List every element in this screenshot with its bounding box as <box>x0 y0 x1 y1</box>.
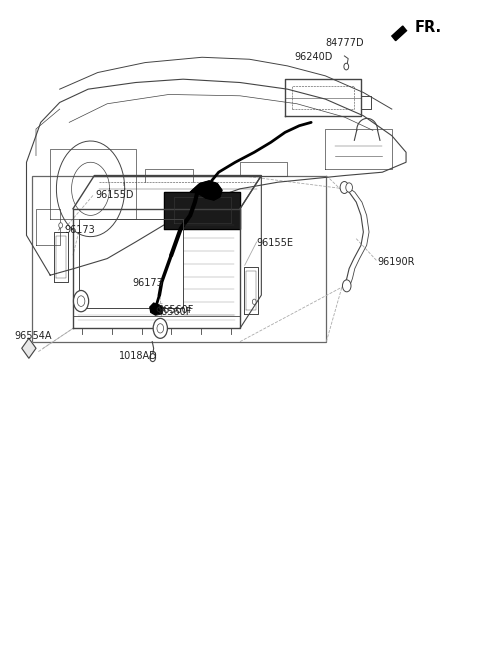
Text: 96173: 96173 <box>132 278 163 288</box>
Text: 84777D: 84777D <box>325 38 364 48</box>
Text: 96240D: 96240D <box>295 52 333 62</box>
Text: f: f <box>123 182 125 186</box>
Polygon shape <box>190 181 222 200</box>
Text: 96560F: 96560F <box>158 305 194 315</box>
Circle shape <box>150 354 156 362</box>
Circle shape <box>344 63 348 70</box>
Circle shape <box>153 318 168 338</box>
Circle shape <box>342 280 351 292</box>
Text: 96155E: 96155E <box>257 239 294 249</box>
Circle shape <box>340 182 348 194</box>
Text: 96190R: 96190R <box>378 257 415 267</box>
Circle shape <box>252 299 256 304</box>
Polygon shape <box>392 26 407 41</box>
Circle shape <box>59 222 62 228</box>
Circle shape <box>77 295 85 306</box>
Polygon shape <box>150 303 163 315</box>
Circle shape <box>346 183 352 192</box>
Text: 96560F: 96560F <box>156 307 192 317</box>
Circle shape <box>73 291 89 312</box>
Text: 96155D: 96155D <box>96 190 134 200</box>
Polygon shape <box>22 338 36 358</box>
Circle shape <box>157 324 164 333</box>
Text: FR.: FR. <box>415 20 442 35</box>
Text: 1018AD: 1018AD <box>119 351 157 361</box>
Text: 96173: 96173 <box>64 225 95 235</box>
Bar <box>32 176 326 342</box>
Text: 96554A: 96554A <box>14 332 52 341</box>
Polygon shape <box>164 192 240 228</box>
